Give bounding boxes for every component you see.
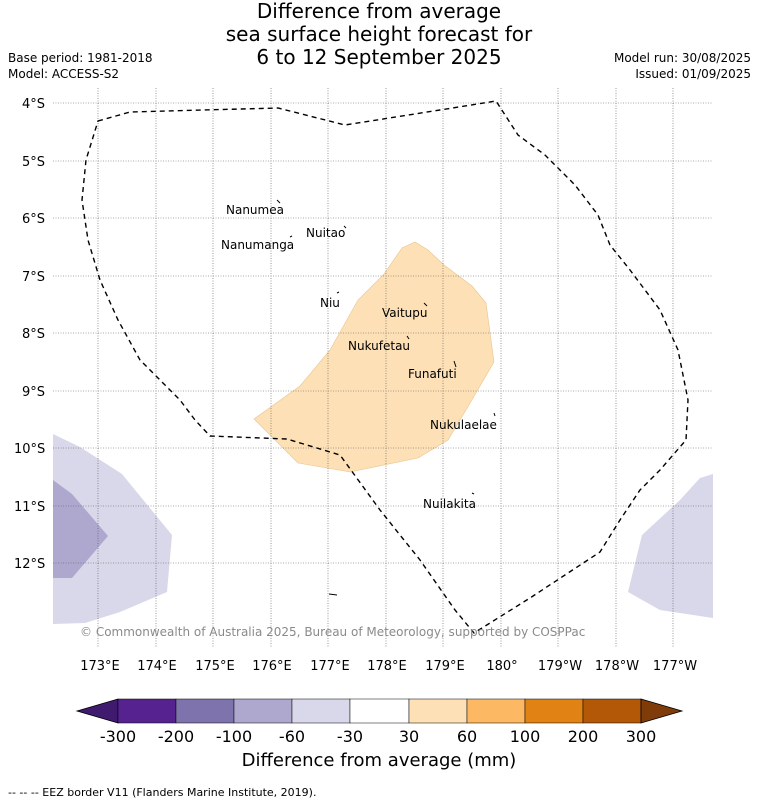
colorbar-bin-7 [466,698,526,724]
negative-anomaly-region-west-inner [53,480,108,578]
colorbar-bin-4 [291,698,351,724]
lon-label-178e: 178°E [367,659,407,674]
lat-label-11s: 11°S [14,500,45,515]
colorbar-bin-2 [175,698,235,724]
island-label-funafuti: Funafuti [408,367,457,381]
map-panel: Nanumea Nuitao Nanumanga Niu Vaitupu Nuk… [14,88,713,674]
model-name: Model: ACCESS-S2 [8,67,120,81]
lat-label-7s: 7°S [22,270,45,285]
eez-border [81,100,689,634]
island-label-nanumanga: Nanumanga [221,238,294,252]
island-label-vaitupu: Vaitupu [382,306,428,320]
lon-label-179w: 179°W [538,659,582,674]
colorbar-tick-label: 200 [568,727,599,746]
map-title-line3: 6 to 12 September 2025 [256,45,502,69]
colorbar-tick-label: 100 [510,727,541,746]
island-label-niu: Niu [320,296,340,310]
lon-label-180: 180° [486,659,517,674]
lon-label-176e: 176°E [252,659,292,674]
eez-legend-footnote: -- -- -- EEZ border V11 (Flanders Marine… [8,786,317,799]
lat-label-12s: 12°S [14,557,45,572]
lon-label-178w: 178°W [595,659,639,674]
colorbar-tick-label: -300 [100,727,136,746]
gridlines [53,88,713,648]
lon-label-177w: 177°W [653,659,697,674]
colorbar-tick-label: 30 [399,727,419,746]
issued-date: Issued: 01/09/2025 [635,67,751,81]
colorbar-extend-high [640,698,684,724]
colorbar-bin-8 [524,698,584,724]
lat-label-10s: 10°S [14,442,45,457]
lat-label-5s: 5°S [22,155,45,170]
colorbar-bin-6 [408,698,468,724]
lat-label-8s: 8°S [22,327,45,342]
lat-label-9s: 9°S [22,385,45,400]
map-title-line1: Difference from average [256,0,502,23]
anomaly-fills [53,241,713,624]
colorbar-tick-label: -30 [337,727,363,746]
colorbar-bin-1 [117,698,177,724]
island-marks [276,199,496,596]
positive-anomaly-region [253,241,495,473]
map-title-line2: sea surface height forecast for [225,22,533,46]
lat-label-6s: 6°S [22,212,45,227]
colorbar-bin-9 [582,698,642,724]
model-run: Model run: 30/08/2025 [613,51,751,65]
colorbar-tick-label: 60 [457,727,477,746]
base-period: Base period: 1981-2018 [8,51,153,65]
island-label-nukufetau: Nukufetau [348,339,410,353]
colorbar-tick-label: -100 [216,727,252,746]
colorbar-tick-label: -60 [279,727,305,746]
copyright-notice: © Commonwealth of Australia 2025, Bureau… [80,625,585,639]
lon-label-177e: 177°E [310,659,350,674]
island-label-nanumea: Nanumea [226,203,284,217]
colorbar-tick-label: 300 [626,727,657,746]
negative-anomaly-region-east [628,474,713,618]
lon-label-175e: 175°E [195,659,235,674]
lat-label-4s: 4°S [22,97,45,112]
colorbar-bin-5 [349,698,410,724]
lon-label-179e: 179°E [425,659,465,674]
colorbar-bin-3 [233,698,293,724]
colorbar-extend-low [75,698,119,724]
negative-anomaly-region-west-outer [53,434,172,624]
colorbar-title: Difference from average (mm) [241,750,517,771]
island-label-nuilakita: Nuilakita [423,497,476,511]
island-label-nukulaelae: Nukulaelae [430,418,497,432]
island-label-nuitao: Nuitao [306,226,345,240]
colorbar: -300 -200 -100 -60 -30 30 60 100 200 300 [75,698,684,746]
lon-label-174e: 174°E [137,659,177,674]
lon-label-173e: 173°E [80,659,120,674]
colorbar-tick-label: -200 [158,727,194,746]
